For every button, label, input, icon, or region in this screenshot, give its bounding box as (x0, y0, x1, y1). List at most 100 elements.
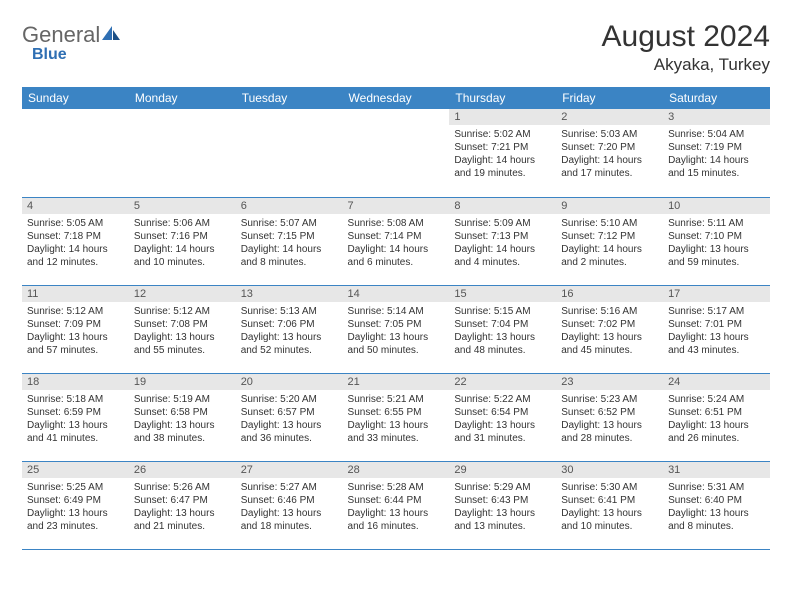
calendar-cell: 8Sunrise: 5:09 AMSunset: 7:13 PMDaylight… (449, 197, 556, 285)
daylight-text: Daylight: 13 hours and 43 minutes. (668, 331, 765, 357)
day-number: 4 (22, 198, 129, 214)
day-data: Sunrise: 5:13 AMSunset: 7:06 PMDaylight:… (236, 302, 343, 361)
day-data: Sunrise: 5:17 AMSunset: 7:01 PMDaylight:… (663, 302, 770, 361)
daylight-text: Daylight: 13 hours and 8 minutes. (668, 507, 765, 533)
day-number: 19 (129, 374, 236, 390)
day-number: 23 (556, 374, 663, 390)
day-number: 10 (663, 198, 770, 214)
day-number: 5 (129, 198, 236, 214)
day-data: Sunrise: 5:09 AMSunset: 7:13 PMDaylight:… (449, 214, 556, 273)
col-wednesday: Wednesday (343, 87, 450, 109)
day-data: Sunrise: 5:16 AMSunset: 7:02 PMDaylight:… (556, 302, 663, 361)
sunrise-text: Sunrise: 5:28 AM (348, 481, 445, 494)
logo: General Blue (22, 20, 122, 64)
sunset-text: Sunset: 6:49 PM (27, 494, 124, 507)
sunset-text: Sunset: 7:19 PM (668, 141, 765, 154)
day-data: Sunrise: 5:22 AMSunset: 6:54 PMDaylight:… (449, 390, 556, 449)
calendar-cell: 26Sunrise: 5:26 AMSunset: 6:47 PMDayligh… (129, 461, 236, 549)
calendar-cell: 5Sunrise: 5:06 AMSunset: 7:16 PMDaylight… (129, 197, 236, 285)
sunrise-text: Sunrise: 5:06 AM (134, 217, 231, 230)
daylight-text: Daylight: 13 hours and 31 minutes. (454, 419, 551, 445)
header-row: Sunday Monday Tuesday Wednesday Thursday… (22, 87, 770, 109)
day-number: 16 (556, 286, 663, 302)
daylight-text: Daylight: 14 hours and 4 minutes. (454, 243, 551, 269)
calendar-week-row: 4Sunrise: 5:05 AMSunset: 7:18 PMDaylight… (22, 197, 770, 285)
daylight-text: Daylight: 13 hours and 28 minutes. (561, 419, 658, 445)
calendar-cell: 25Sunrise: 5:25 AMSunset: 6:49 PMDayligh… (22, 461, 129, 549)
daylight-text: Daylight: 13 hours and 59 minutes. (668, 243, 765, 269)
sunset-text: Sunset: 6:57 PM (241, 406, 338, 419)
daylight-text: Daylight: 13 hours and 10 minutes. (561, 507, 658, 533)
sunrise-text: Sunrise: 5:31 AM (668, 481, 765, 494)
day-data: Sunrise: 5:28 AMSunset: 6:44 PMDaylight:… (343, 478, 450, 537)
day-number: 21 (343, 374, 450, 390)
sunset-text: Sunset: 7:15 PM (241, 230, 338, 243)
col-tuesday: Tuesday (236, 87, 343, 109)
calendar-cell: 30Sunrise: 5:30 AMSunset: 6:41 PMDayligh… (556, 461, 663, 549)
calendar-cell (343, 109, 450, 197)
calendar-cell: 3Sunrise: 5:04 AMSunset: 7:19 PMDaylight… (663, 109, 770, 197)
day-number: 27 (236, 462, 343, 478)
sunset-text: Sunset: 6:41 PM (561, 494, 658, 507)
day-number: 15 (449, 286, 556, 302)
sunrise-text: Sunrise: 5:12 AM (27, 305, 124, 318)
day-number: 26 (129, 462, 236, 478)
sunset-text: Sunset: 7:08 PM (134, 318, 231, 331)
daylight-text: Daylight: 13 hours and 26 minutes. (668, 419, 765, 445)
daylight-text: Daylight: 14 hours and 15 minutes. (668, 154, 765, 180)
day-data: Sunrise: 5:06 AMSunset: 7:16 PMDaylight:… (129, 214, 236, 273)
header: General Blue August 2024 Akyaka, Turkey (22, 20, 770, 75)
daylight-text: Daylight: 13 hours and 48 minutes. (454, 331, 551, 357)
day-data: Sunrise: 5:29 AMSunset: 6:43 PMDaylight:… (449, 478, 556, 537)
sunrise-text: Sunrise: 5:11 AM (668, 217, 765, 230)
calendar-cell: 10 Sunrise: 5:11 AMSunset: 7:10 PMDayligh… (663, 197, 770, 285)
daylight-text: Daylight: 13 hours and 36 minutes. (241, 419, 338, 445)
sunset-text: Sunset: 7:02 PM (561, 318, 658, 331)
day-number: 3 (663, 109, 770, 125)
sunrise-text: Sunrise: 5:04 AM (668, 128, 765, 141)
sunrise-text: Sunrise: 5:29 AM (454, 481, 551, 494)
sunrise-text: Sunrise: 5:23 AM (561, 393, 658, 406)
day-number: 18 (22, 374, 129, 390)
daylight-text: Daylight: 13 hours and 16 minutes. (348, 507, 445, 533)
sunrise-text: Sunrise: 5:02 AM (454, 128, 551, 141)
sunset-text: Sunset: 6:55 PM (348, 406, 445, 419)
calendar-cell (129, 109, 236, 197)
sunrise-text: Sunrise: 5:20 AM (241, 393, 338, 406)
calendar-cell (22, 109, 129, 197)
sunset-text: Sunset: 7:18 PM (27, 230, 124, 243)
day-data: Sunrise: 5:04 AMSunset: 7:19 PMDaylight:… (663, 125, 770, 184)
calendar-cell: 7Sunrise: 5:08 AMSunset: 7:14 PMDaylight… (343, 197, 450, 285)
day-number: 1 (449, 109, 556, 125)
daylight-text: Daylight: 13 hours and 52 minutes. (241, 331, 338, 357)
sunrise-text: Sunrise: 5:15 AM (454, 305, 551, 318)
location: Akyaka, Turkey (602, 55, 770, 75)
sunset-text: Sunset: 6:43 PM (454, 494, 551, 507)
calendar-cell: 1Sunrise: 5:02 AMSunset: 7:21 PMDaylight… (449, 109, 556, 197)
day-data: Sunrise: 5:19 AMSunset: 6:58 PMDaylight:… (129, 390, 236, 449)
day-number: 9 (556, 198, 663, 214)
day-number: 22 (449, 374, 556, 390)
sunrise-text: Sunrise: 5:25 AM (27, 481, 124, 494)
sunrise-text: Sunrise: 5:10 AM (561, 217, 658, 230)
sunset-text: Sunset: 6:46 PM (241, 494, 338, 507)
daylight-text: Daylight: 14 hours and 17 minutes. (561, 154, 658, 180)
col-friday: Friday (556, 87, 663, 109)
col-thursday: Thursday (449, 87, 556, 109)
day-data: Sunrise: 5:12 AMSunset: 7:09 PMDaylight:… (22, 302, 129, 361)
sunset-text: Sunset: 7:09 PM (27, 318, 124, 331)
col-monday: Monday (129, 87, 236, 109)
day-number: 13 (236, 286, 343, 302)
sunset-text: Sunset: 7:14 PM (348, 230, 445, 243)
day-number: 11 (22, 286, 129, 302)
calendar-cell: 28Sunrise: 5:28 AMSunset: 6:44 PMDayligh… (343, 461, 450, 549)
calendar-cell: 11Sunrise: 5:12 AMSunset: 7:09 PMDayligh… (22, 285, 129, 373)
calendar-cell (236, 109, 343, 197)
sunset-text: Sunset: 7:04 PM (454, 318, 551, 331)
sunrise-text: Sunrise: 5:03 AM (561, 128, 658, 141)
sunset-text: Sunset: 6:44 PM (348, 494, 445, 507)
day-data: Sunrise: 5:03 AMSunset: 7:20 PMDaylight:… (556, 125, 663, 184)
daylight-text: Daylight: 14 hours and 8 minutes. (241, 243, 338, 269)
sunset-text: Sunset: 7:10 PM (668, 230, 765, 243)
calendar-cell: 18Sunrise: 5:18 AMSunset: 6:59 PMDayligh… (22, 373, 129, 461)
